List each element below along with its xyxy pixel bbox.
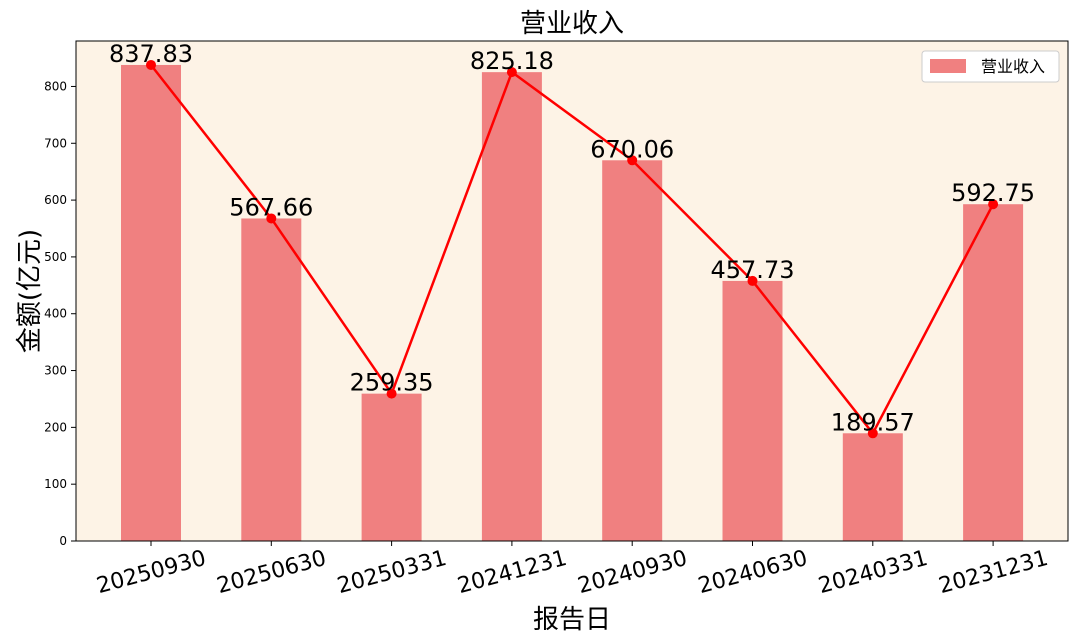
- y-tick-label: 300: [44, 364, 67, 378]
- y-tick-label: 800: [44, 79, 67, 93]
- x-tick-label: 20240630: [696, 546, 811, 599]
- bar: [842, 433, 903, 541]
- legend: 营业收入: [921, 50, 1060, 83]
- revenue-line: [150, 64, 995, 436]
- y-tick-label: 100: [44, 477, 67, 491]
- data-point: [988, 199, 999, 210]
- data-label: 592.75: [951, 179, 1035, 207]
- bar: [361, 393, 422, 541]
- y-tick-label: 400: [44, 307, 67, 321]
- y-tick-label: 200: [44, 420, 67, 434]
- data-label: 457.73: [711, 256, 795, 284]
- x-tick-label: 20250630: [214, 546, 329, 599]
- bar: [602, 160, 663, 541]
- data-point: [266, 213, 277, 224]
- data-label: 259.35: [350, 369, 434, 397]
- y-tick-label: 600: [44, 193, 67, 207]
- bar: [121, 64, 181, 541]
- y-axis-label: 金额(亿元): [15, 229, 45, 353]
- y-tick-label: 0: [59, 534, 67, 548]
- data-labels-group: 837.83 567.66 259.35 825.18 670.06 457.73 189.…: [109, 40, 1035, 436]
- chart-title: 营业收入: [520, 9, 624, 39]
- x-tick-label: 20250331: [335, 546, 450, 599]
- data-label: 189.57: [831, 408, 915, 436]
- y-tick-label: 500: [44, 250, 67, 264]
- bar: [722, 280, 783, 541]
- x-axis: 20250930 20250630 20250331 20241231 20240930…: [94, 541, 1051, 599]
- bar: [241, 218, 302, 541]
- x-axis-label: 报告日: [533, 605, 611, 635]
- legend-box: [921, 50, 1060, 83]
- x-tick-label: 20231231: [936, 546, 1051, 599]
- y-tick-label: 700: [44, 136, 67, 150]
- data-point: [867, 428, 878, 439]
- legend-label: 营业收入: [981, 57, 1045, 76]
- x-tick-label: 20241231: [455, 546, 570, 599]
- data-point: [146, 59, 156, 70]
- bars-group: [121, 64, 1024, 542]
- data-label: 567.66: [229, 193, 313, 221]
- data-label: 670.06: [590, 135, 674, 163]
- bar: [963, 204, 1024, 542]
- data-point: [747, 275, 758, 286]
- x-tick-label: 20240331: [816, 546, 931, 599]
- data-point: [506, 67, 517, 78]
- legend-swatch: [930, 59, 966, 73]
- plot-frame: [75, 40, 1069, 542]
- x-tick-label: 20240930: [575, 546, 690, 599]
- data-label: 825.18: [470, 47, 554, 75]
- points-group: [146, 59, 999, 439]
- data-label: 837.83: [109, 40, 193, 68]
- data-point: [627, 155, 638, 166]
- x-tick-label: 20250930: [94, 546, 209, 599]
- bar: [481, 72, 542, 541]
- data-point: [386, 388, 397, 399]
- y-axis: 0 100 200 300 400 500 600 700 800: [44, 79, 76, 548]
